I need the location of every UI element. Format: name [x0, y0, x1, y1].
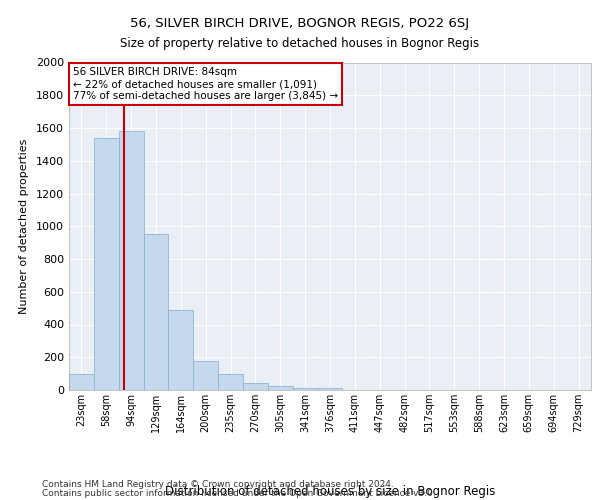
Text: 56 SILVER BIRCH DRIVE: 84sqm
← 22% of detached houses are smaller (1,091)
77% of: 56 SILVER BIRCH DRIVE: 84sqm ← 22% of de…	[73, 68, 338, 100]
Text: Size of property relative to detached houses in Bognor Regis: Size of property relative to detached ho…	[121, 38, 479, 51]
Bar	[268, 386, 293, 390]
Bar	[317, 388, 343, 390]
Bar	[143, 234, 169, 390]
Text: 56, SILVER BIRCH DRIVE, BOGNOR REGIS, PO22 6SJ: 56, SILVER BIRCH DRIVE, BOGNOR REGIS, PO…	[130, 18, 470, 30]
Text: Contains public sector information licensed under the Open Government Licence v3: Contains public sector information licen…	[42, 488, 436, 498]
Bar	[293, 388, 317, 390]
Bar	[69, 374, 94, 390]
X-axis label: Distribution of detached houses by size in Bognor Regis: Distribution of detached houses by size …	[165, 485, 495, 498]
Text: Contains HM Land Registry data © Crown copyright and database right 2024.: Contains HM Land Registry data © Crown c…	[42, 480, 394, 489]
Bar	[119, 132, 143, 390]
Bar	[169, 310, 193, 390]
Bar	[193, 360, 218, 390]
Y-axis label: Number of detached properties: Number of detached properties	[19, 138, 29, 314]
Bar	[243, 382, 268, 390]
Bar	[94, 138, 119, 390]
Bar	[218, 374, 243, 390]
